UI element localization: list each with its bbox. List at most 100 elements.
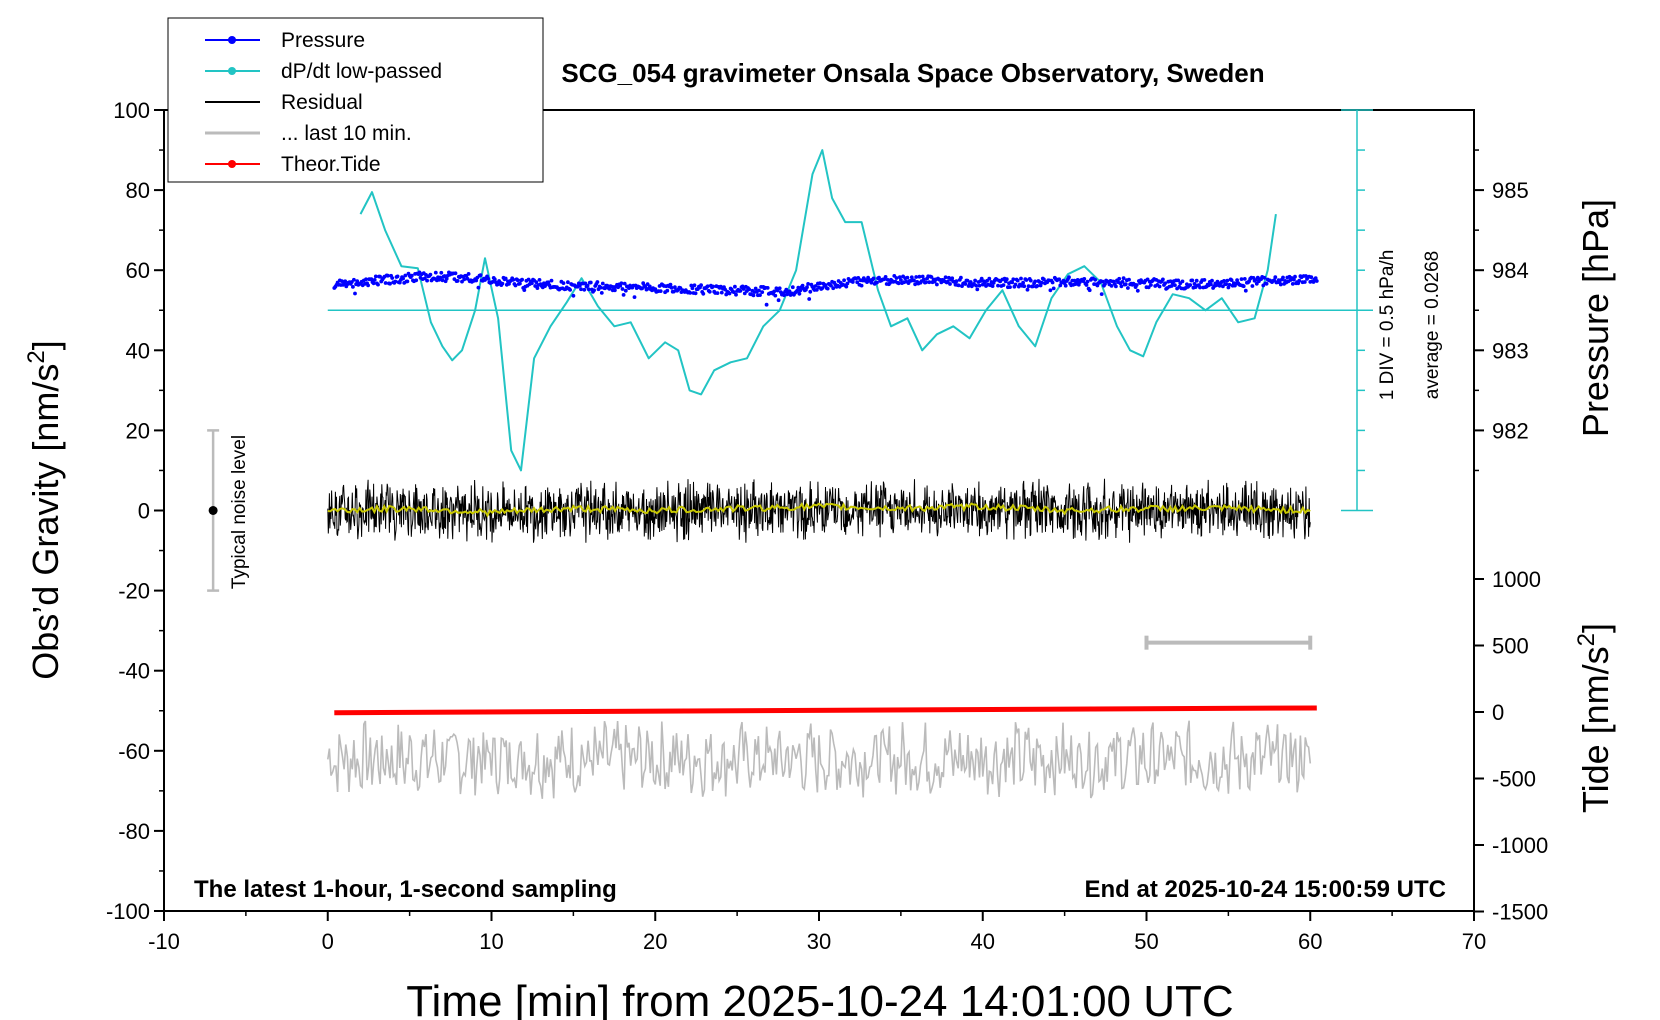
pressure-point [1225, 278, 1230, 283]
pressure-point [640, 286, 644, 291]
pressure-point [805, 285, 809, 290]
pressure-point [814, 288, 819, 292]
pressure-point [571, 293, 576, 298]
pressure-point [869, 280, 874, 285]
pressure-point [444, 276, 449, 281]
pressure-point [701, 291, 706, 296]
pressure-point [727, 291, 732, 296]
pressure-point [669, 285, 674, 290]
pressure-point [733, 284, 737, 289]
legend-marker [228, 160, 236, 168]
pressure-point [1117, 276, 1122, 281]
pressure-point [535, 286, 540, 290]
pressure-point [385, 273, 390, 278]
pressure-point [1235, 278, 1239, 283]
pressure-point [530, 281, 534, 286]
pressure-point [979, 276, 984, 281]
chart-title: SCG_054 gravimeter Onsala Space Observat… [561, 58, 1264, 88]
tide-axis-ticks: 1000 500 0 -500 -1000 -1500 [1474, 567, 1548, 925]
pressure-point [1202, 278, 1207, 282]
pressure-point [1241, 284, 1246, 289]
tide-tick-label: 500 [1492, 634, 1529, 659]
pressure-point [977, 283, 982, 288]
pressure-point [566, 280, 570, 285]
pressure-point [585, 283, 590, 288]
pressure-point [699, 283, 703, 288]
pressure-point [1008, 285, 1012, 289]
y-tick-label: -40 [118, 659, 150, 684]
pressure-point [758, 293, 762, 297]
pressure-point [1013, 282, 1018, 287]
x-tick-label: 20 [643, 929, 667, 954]
pressure-point [490, 280, 495, 284]
pressure-point [764, 302, 769, 307]
pressure-point [705, 284, 710, 289]
pressure-point [885, 278, 890, 282]
pressure-point [1222, 279, 1226, 283]
pressure-point [515, 278, 520, 283]
pressure-point [1004, 277, 1009, 282]
y-tick-label: 80 [126, 178, 150, 203]
pressure-point [1100, 279, 1105, 284]
pressure-point [1161, 277, 1165, 282]
pressure-point [1109, 284, 1114, 288]
pressure-point [963, 282, 968, 286]
pressure-point [1250, 284, 1255, 288]
y-tick-label: -80 [118, 819, 150, 844]
pressure-point [474, 278, 479, 283]
pressure-point [518, 281, 522, 286]
pressure-point [366, 283, 370, 288]
pressure-point [1119, 284, 1124, 289]
pressure-point [503, 276, 508, 281]
x-tick-label: 50 [1134, 929, 1158, 954]
pressure-point [1042, 277, 1046, 282]
pressure-point [1033, 279, 1037, 284]
pressure-point [600, 281, 605, 286]
pressure-point [990, 284, 995, 288]
pressure-point [813, 284, 818, 288]
pressure-point [619, 281, 624, 286]
pressure-point [433, 270, 438, 275]
pressure-point [383, 281, 388, 285]
pressure-point [390, 276, 395, 280]
legend-label: Theor.Tide [281, 153, 381, 176]
pressure-point [476, 285, 481, 290]
pressure-point [373, 274, 378, 279]
pressure-point [401, 276, 405, 281]
pressure-point [973, 278, 977, 283]
pressure-point [917, 274, 922, 279]
pressure-point [866, 275, 870, 280]
pressure-point [914, 275, 919, 279]
pressure-point [1210, 278, 1214, 283]
x-axis-label: Time [min] from 2025-10-24 14:01:00 UTC [406, 977, 1233, 1020]
pressure-point [376, 282, 380, 287]
pressure-point [1224, 282, 1229, 286]
pressure-point [403, 273, 408, 278]
pressure-point [1254, 281, 1259, 286]
pressure-point [1127, 277, 1131, 282]
pressure-point [790, 285, 795, 290]
pressure-point [378, 274, 382, 279]
y-axis-label-pressure: Pressure [hPa] [1575, 199, 1616, 437]
pressure-point [369, 277, 374, 282]
pressure-point [795, 288, 800, 293]
tide-tick-label: -500 [1492, 767, 1536, 792]
tide-tick-label: 0 [1492, 700, 1504, 725]
pressure-point [1173, 283, 1177, 287]
pressure-point [688, 291, 693, 295]
dpdt-average-label: average = 0.0268 [1422, 251, 1443, 399]
dpdt-line [359, 149, 1277, 472]
pressure-point [1229, 278, 1234, 282]
pressure-point [850, 280, 855, 284]
pressure-point [1290, 282, 1295, 286]
pressure-point [1028, 278, 1033, 283]
pressure-point [798, 288, 803, 293]
pressure-point [797, 291, 802, 296]
pressure-point [511, 277, 516, 282]
y-tick-label: -20 [118, 579, 150, 604]
pressure-point [500, 281, 505, 286]
pressure-point [945, 279, 950, 284]
pressure-point [1309, 275, 1314, 280]
pressure-point [1292, 277, 1296, 282]
